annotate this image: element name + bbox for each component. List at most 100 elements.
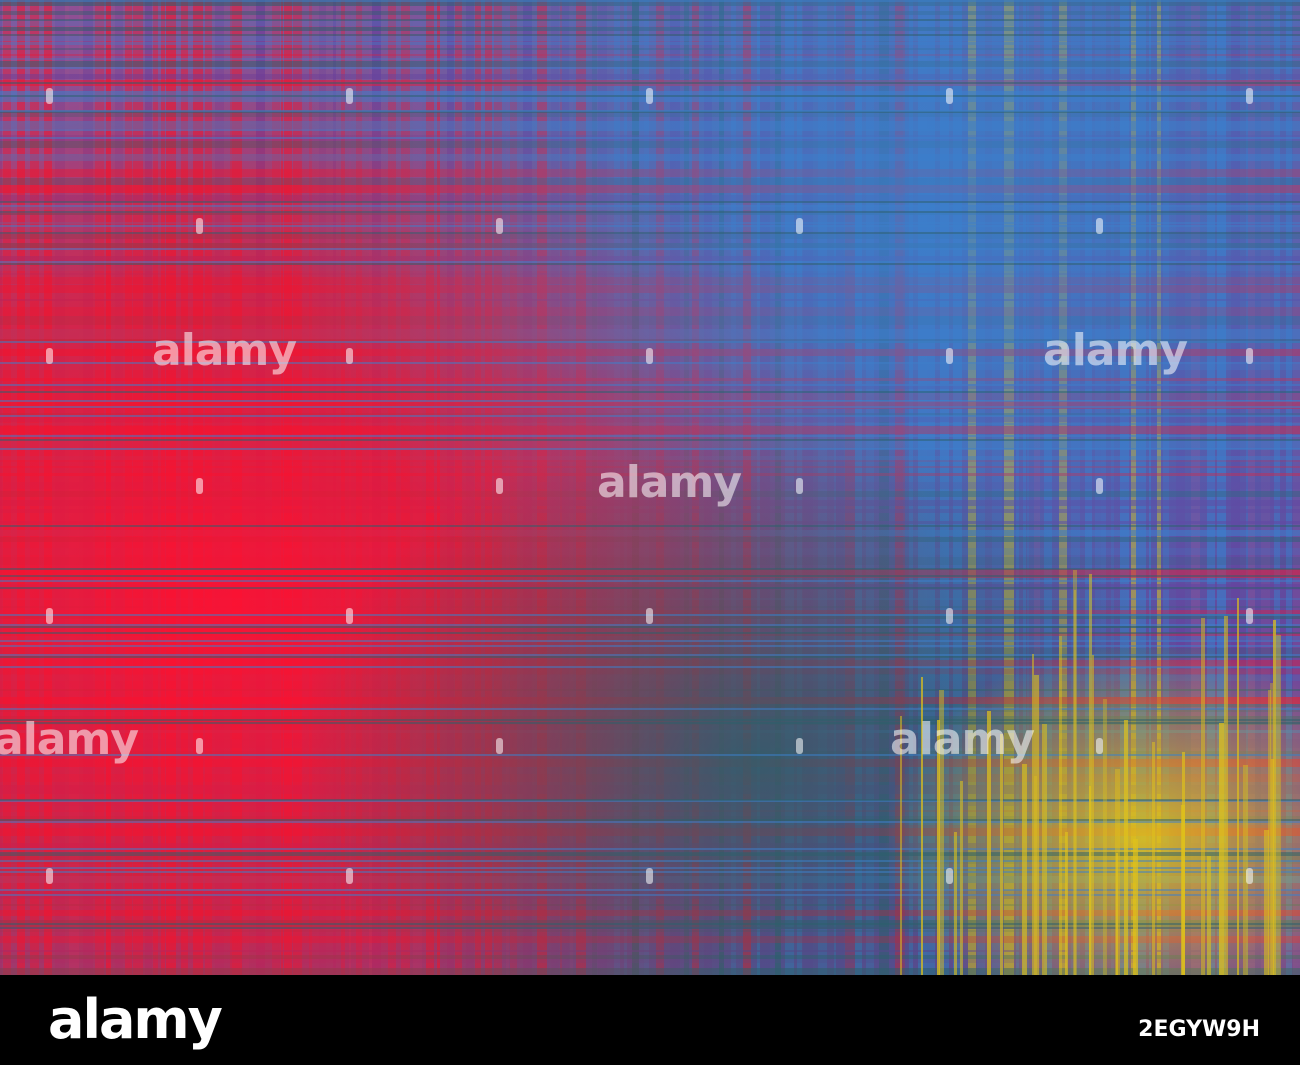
thin-stripe [0,632,1300,634]
thin-stripe [0,666,1300,668]
yellow-stripe [1268,690,1271,975]
yellow-stripe [1034,675,1039,975]
watermark-dot [196,478,203,494]
yellow-stripe [900,716,902,975]
thin-stripe [0,722,1300,724]
yellow-stripe [960,781,963,975]
thin-stripe [0,754,1300,756]
thin-stripe [0,110,1300,112]
watermark-dot [46,868,53,884]
yellow-stripe [1074,590,1076,975]
watermark-dot [46,88,53,104]
watermark-dot [946,348,953,364]
thin-stripe [0,819,1300,821]
watermark-dot [646,608,653,624]
stripe-overlay [0,0,1300,975]
yellow-stripe [1276,635,1281,975]
yellow-stripe [937,720,940,975]
watermark-dot [796,218,803,234]
thin-stripe [0,400,1300,402]
watermark-text: alamy [890,714,1035,765]
thin-stripe [0,248,1300,250]
watermark-dot [346,348,353,364]
thin-stripe [0,645,1300,647]
yellow-stripe [1224,616,1228,975]
watermark-dot [346,608,353,624]
thin-stripe [0,575,1300,577]
thin-stripe [0,261,1300,263]
yellow-stripe [1032,654,1034,975]
thin-stripe [0,525,1300,527]
thin-stripe [0,656,1300,658]
thin-stripe [0,391,1300,393]
watermark-dot [1246,348,1253,364]
thin-stripe [0,821,1300,823]
yellow-stripe [1000,734,1003,975]
thin-stripe [0,415,1300,417]
thin-stripe [0,406,1300,408]
thin-stripe [0,708,1300,710]
thin-stripe [0,854,1300,856]
watermark-dot [796,738,803,754]
yellow-stripe [1073,570,1077,975]
yellow-stripe [954,832,957,975]
yellow-stripe [1022,764,1027,975]
thin-stripe [0,0,1300,2]
yellow-stripe [1116,853,1118,975]
yellow-stripe [1264,830,1269,975]
watermark-dot [1246,868,1253,884]
thin-stripe [0,923,1300,925]
thin-stripe [0,894,1300,896]
footer-logo: alamy [48,988,223,1051]
watermark-dot [496,218,503,234]
watermark-dot [796,478,803,494]
watermark-dot [1096,218,1103,234]
thin-stripe [0,137,1300,139]
thin-stripe [0,384,1300,386]
watermark-dot [946,88,953,104]
thin-stripe [0,580,1300,582]
thin-stripe [0,201,1300,203]
watermark-dot [196,218,203,234]
watermark-dot [946,608,953,624]
yellow-glow [0,0,1300,975]
watermark-dot [496,478,503,494]
watermark-dot [46,348,53,364]
watermark-dot [1246,88,1253,104]
watermark-text: alamy [152,325,297,376]
thin-stripe [0,640,1300,642]
thin-stripe [0,341,1300,343]
yellow-stripe [1089,574,1092,975]
thin-stripe [0,587,1300,589]
watermark-dot [946,868,953,884]
thin-stripe [0,568,1300,570]
thin-stripe [0,232,1300,234]
thin-stripe [0,860,1300,862]
thin-stripe [0,211,1300,213]
thin-stripe [0,263,1300,265]
thin-stripe [0,82,1300,84]
thin-stripe [0,889,1300,891]
yellow-stripe [1103,699,1107,975]
watermark-dot [1096,478,1103,494]
watermark-dot [46,608,53,624]
yellow-stripe [1092,655,1094,975]
watermark-dot [646,348,653,364]
yellow-stripe [1152,742,1155,975]
yellow-stripe [1271,759,1274,975]
yellow-stripe [1042,724,1047,975]
plaid-pattern [0,0,1300,975]
watermark-text: alamy [0,714,139,765]
image-id-label: 2EGYW9H [1138,1017,1260,1042]
watermark-dot [496,738,503,754]
yellow-stripe [1065,832,1068,975]
footer-bar [0,975,1300,1065]
yellow-stripe [921,677,923,975]
thin-stripe [0,439,1300,441]
watermark-dot [196,738,203,754]
thin-stripe [0,129,1300,131]
thin-stripe [0,852,1300,854]
thin-stripe [0,34,1300,36]
yellow-stripe [1243,765,1248,975]
thin-stripe [0,435,1300,437]
